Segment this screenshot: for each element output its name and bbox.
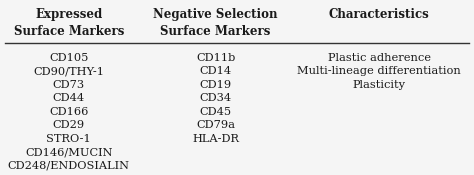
- Text: CD14: CD14: [200, 66, 232, 76]
- Text: CD105: CD105: [49, 52, 89, 62]
- Text: CD19: CD19: [200, 80, 232, 90]
- Text: CD29: CD29: [53, 120, 85, 130]
- Text: CD45: CD45: [200, 107, 232, 117]
- Text: STRO-1: STRO-1: [46, 134, 91, 144]
- Text: Characteristics: Characteristics: [329, 8, 429, 21]
- Text: CD146/MUCIN: CD146/MUCIN: [25, 147, 112, 158]
- Text: CD79a: CD79a: [196, 120, 235, 130]
- Text: Negative Selection: Negative Selection: [154, 8, 278, 21]
- Text: Expressed: Expressed: [35, 8, 102, 21]
- Text: CD44: CD44: [53, 93, 85, 103]
- Text: CD90/THY-1: CD90/THY-1: [33, 66, 104, 76]
- Text: Surface Markers: Surface Markers: [161, 25, 271, 38]
- Text: Multi-lineage differentiation: Multi-lineage differentiation: [297, 66, 461, 76]
- Text: Plasticity: Plasticity: [353, 80, 406, 90]
- Text: CD11b: CD11b: [196, 52, 236, 62]
- Text: CD34: CD34: [200, 93, 232, 103]
- Text: CD73: CD73: [53, 80, 85, 90]
- Text: CD248/ENDOSIALIN: CD248/ENDOSIALIN: [8, 161, 130, 171]
- Text: Plastic adherence: Plastic adherence: [328, 52, 431, 62]
- Text: HLA-DR: HLA-DR: [192, 134, 239, 144]
- Text: Surface Markers: Surface Markers: [14, 25, 124, 38]
- Text: CD166: CD166: [49, 107, 89, 117]
